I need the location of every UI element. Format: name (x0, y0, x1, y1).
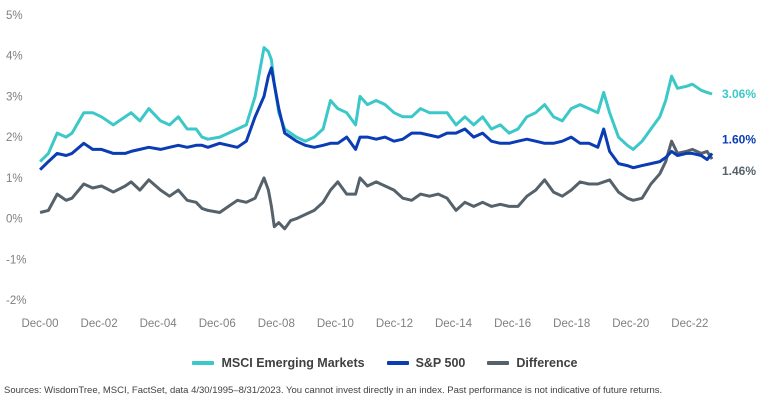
y-axis-ticks: -2% -1% 0% 1% 2% 3% 4% 5% (6, 10, 26, 307)
x-tick-label: Dec-02 (81, 318, 118, 330)
x-tick-label: Dec-00 (21, 318, 58, 330)
x-tick-label: Dec-18 (553, 318, 590, 330)
legend-label-difference: Difference (516, 356, 578, 370)
y-tick-label: -2% (6, 295, 26, 307)
end-label-msci-em: 3.06% (722, 87, 756, 101)
x-tick-label: Dec-14 (435, 318, 473, 330)
x-tick-label: Dec-22 (671, 318, 708, 330)
y-tick-label: 1% (6, 173, 23, 185)
end-label-sp500: 1.60% (722, 132, 756, 146)
x-axis-ticks: Dec-00 Dec-02 Dec-04 Dec-06 Dec-08 Dec-10 Dec-… (21, 318, 708, 330)
x-tick-label: Dec-16 (494, 318, 531, 330)
x-tick-label: Dec-06 (199, 318, 236, 330)
y-tick-label: 0% (6, 214, 23, 226)
y-tick-label: 5% (6, 10, 23, 22)
line-chart: -2%-1%0%1%2%3%4%5% Dec-00 Dec-02 Dec-04 Dec… (6, 10, 756, 330)
legend-label-msci-em: MSCI Emerging Markets (221, 356, 365, 370)
legend-swatch-sp500 (386, 361, 409, 365)
x-tick-label: Dec-12 (376, 318, 413, 330)
legend-swatch-difference (487, 361, 510, 365)
end-labels: 3.06% 1.60% 1.46% (722, 87, 756, 178)
y-tick-label: -1% (6, 254, 26, 266)
legend-item-sp500: S&P 500 (386, 356, 466, 370)
legend-item-msci-em: MSCI Emerging Markets (192, 356, 365, 370)
series-line-sp500 (39, 66, 714, 171)
source-footnote: Sources: WisdomTree, MSCI, FactSet, data… (4, 385, 663, 396)
x-tick-label: Dec-10 (317, 318, 354, 330)
y-tick-label: 4% (6, 51, 23, 63)
legend: MSCI Emerging Markets S&P 500 Difference (0, 356, 770, 370)
y-tick-label: 3% (6, 91, 23, 103)
y-tick-label: 2% (6, 132, 23, 144)
x-tick-label: Dec-08 (258, 318, 295, 330)
end-label-difference: 1.46% (722, 164, 756, 178)
x-tick-label: Dec-20 (612, 318, 649, 330)
x-tick-label: Dec-04 (140, 318, 178, 330)
series-line-msci-em (39, 46, 713, 163)
legend-item-difference: Difference (487, 356, 578, 370)
legend-swatch-msci-em (192, 361, 215, 365)
series-line-difference (39, 139, 714, 231)
series-lines (39, 46, 714, 231)
legend-label-sp500: S&P 500 (415, 356, 466, 370)
